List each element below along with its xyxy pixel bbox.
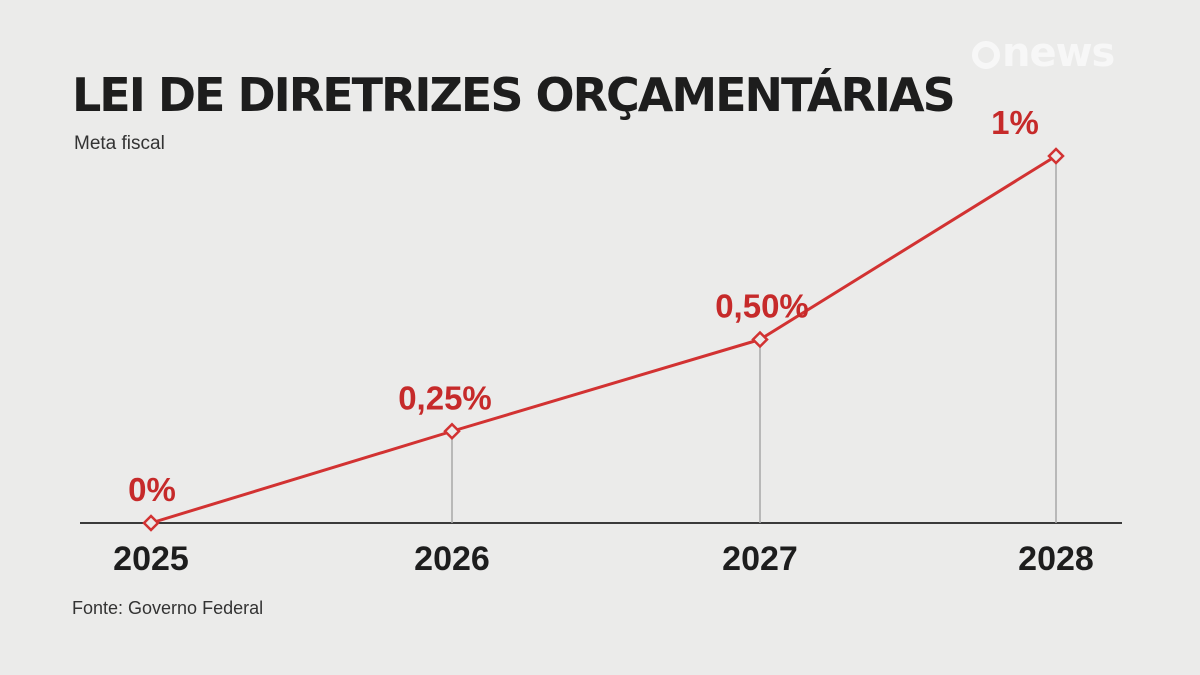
- source-note: Fonte: Governo Federal: [72, 598, 264, 618]
- data-point-2028: [1047, 147, 1065, 165]
- x-tick-label-2028: 2028: [1018, 540, 1094, 578]
- data-point-2025: [142, 514, 160, 532]
- x-tick-label-2027: 2027: [722, 540, 798, 578]
- chart-subtitle: Meta fiscal: [74, 133, 165, 154]
- data-label-2026: 0,25%: [398, 379, 492, 416]
- series-line: [150, 154, 1057, 525]
- logo-text: news: [1002, 30, 1115, 76]
- x-tick-label-2025: 2025: [113, 540, 189, 578]
- globonews-logo: news: [972, 30, 1115, 76]
- x-tick-label-2026: 2026: [414, 540, 490, 578]
- chart-title: LEI DE DIRETRIZES ORÇAMENTÁRIAS: [72, 68, 956, 122]
- data-point-2026: [443, 422, 461, 441]
- data-point-2027: [751, 330, 769, 349]
- data-label-2027: 0,50%: [715, 288, 809, 325]
- globo-circle-icon: [972, 41, 1000, 69]
- data-label-2025: 0%: [128, 471, 176, 508]
- data-label-2028: 1%: [991, 104, 1039, 141]
